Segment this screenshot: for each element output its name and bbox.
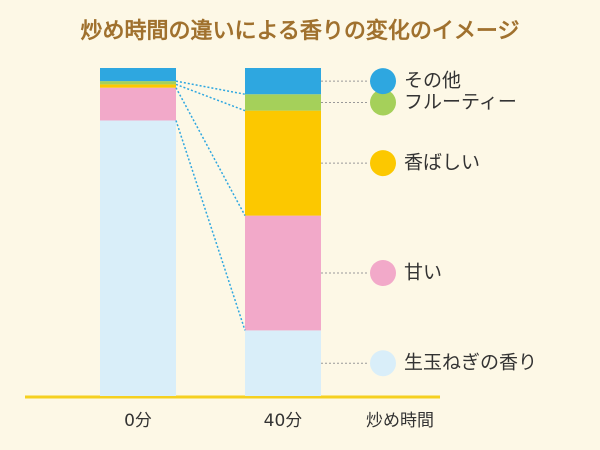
legend-label: フルーティー [404,91,517,113]
bar-segment [100,68,176,82]
legend-label: 香ばしい [404,152,480,174]
legend-label: その他 [404,70,461,92]
connector-line [175,120,246,331]
legend-label: 甘い [404,262,442,284]
chart-title: 炒め時間の違いによる香りの変化のイメージ [81,18,520,44]
bar-segment [245,215,321,331]
bar-segment [100,120,176,396]
legend-swatch [370,150,396,177]
legend-swatch [370,350,396,377]
bar-segment [245,94,321,111]
bar-segment [100,84,176,88]
legend-swatch [370,89,396,116]
connector-line [175,87,246,216]
legend-swatch [370,260,396,286]
x-tick-label: 0分 [124,411,152,431]
connector-line [175,83,246,112]
legend-swatch [370,68,396,95]
legend-label: 生玉ねぎの香り [404,352,537,374]
x-axis-label: 炒め時間 [366,411,434,431]
bar-segment [245,330,321,396]
bar-segment [245,68,321,95]
bar-segment [100,81,176,85]
bar-segment [100,87,176,121]
x-tick-label: 40分 [264,411,303,431]
bar-segment [245,110,321,216]
